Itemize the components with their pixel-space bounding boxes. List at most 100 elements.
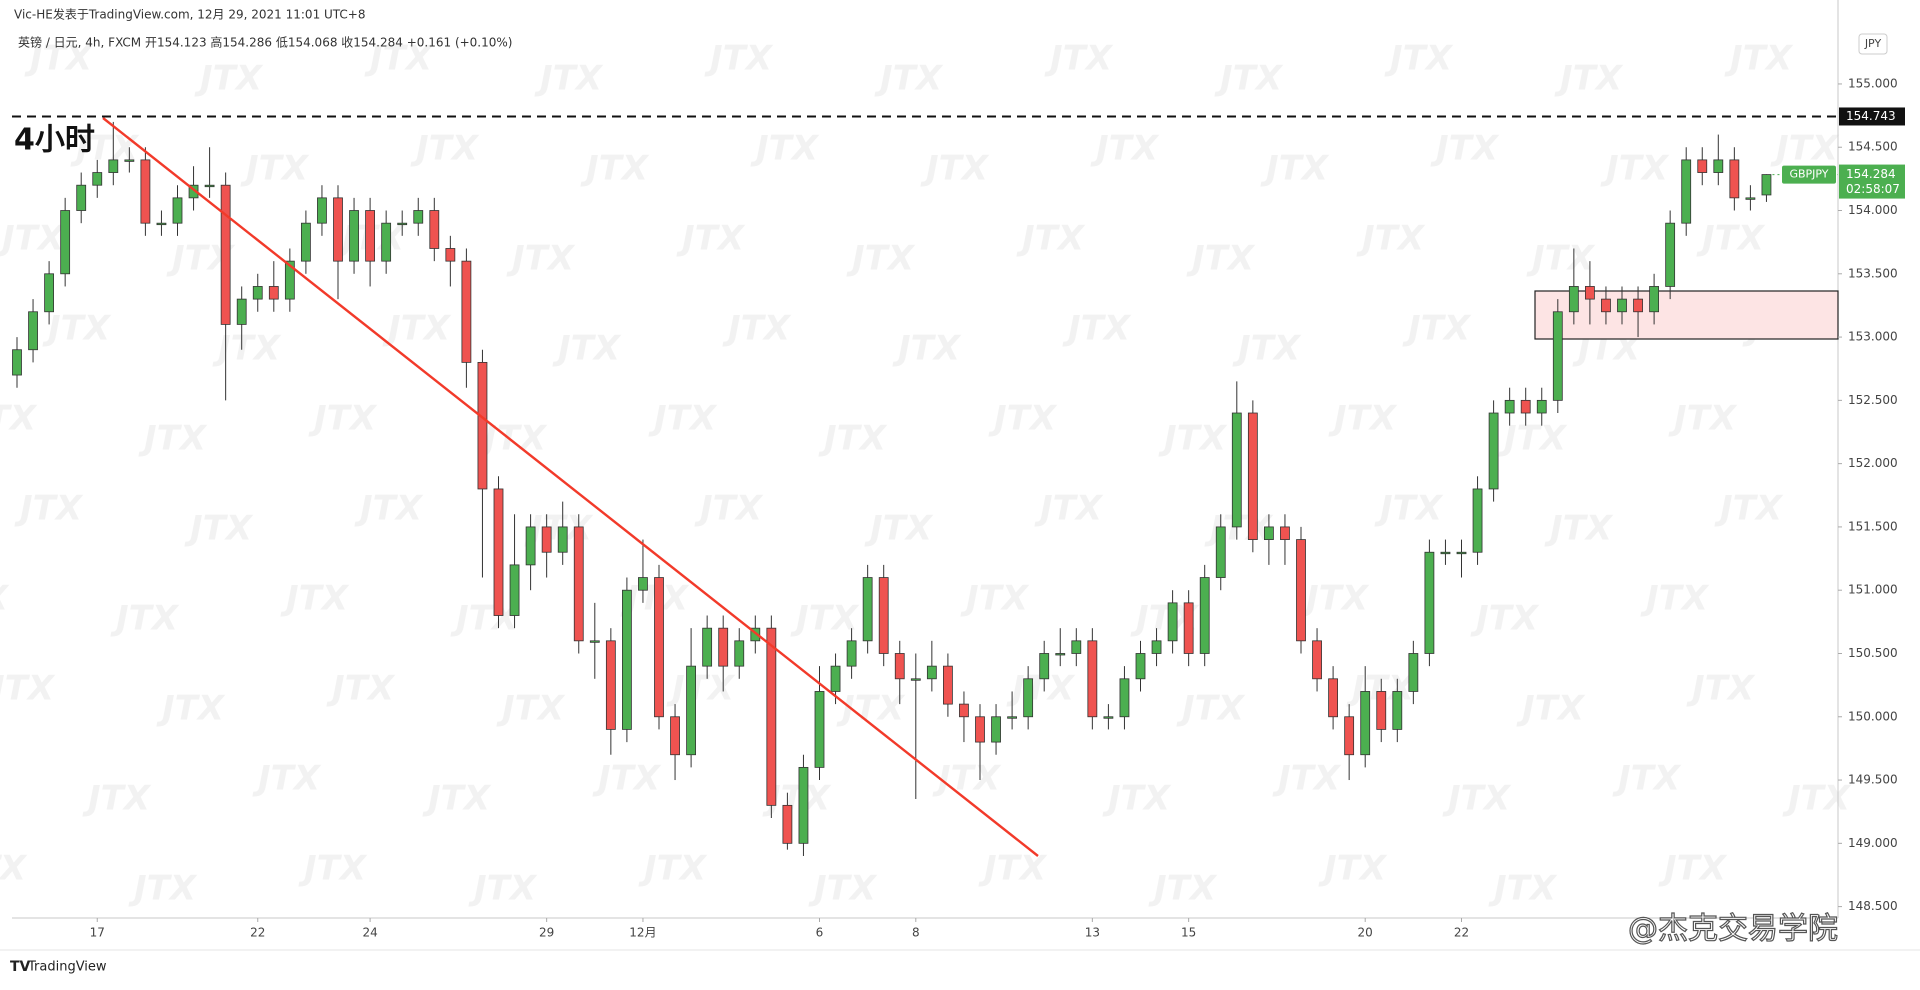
candle-body: [702, 627, 713, 667]
watermark: JTX: [184, 509, 254, 549]
x-tick-label: 6: [816, 926, 824, 940]
candle-body: [397, 222, 408, 226]
supply-zone: [1534, 290, 1839, 340]
watermark: JTX: [960, 579, 1030, 619]
watermark: JTX: [1430, 129, 1500, 169]
watermark: JTX: [1186, 239, 1256, 279]
watermark: JTX: [864, 509, 934, 549]
watermark: JTX: [326, 669, 396, 709]
header: Vic-HE发表于TradingView.com, 12月 29, 2021 1…: [14, 7, 366, 22]
watermark: JTX: [468, 869, 538, 909]
y-tick-label: 149.000: [1848, 836, 1898, 850]
candle-body: [429, 210, 440, 249]
watermark: JTX: [110, 599, 180, 639]
candle-body: [1360, 691, 1371, 756]
watermark: JTX: [932, 759, 1002, 799]
candle-body: [92, 172, 103, 186]
watermark: JTX: [892, 329, 962, 369]
candle-body: [1103, 716, 1114, 719]
candle-body: [830, 665, 841, 692]
logo-text: TradingView: [27, 960, 107, 975]
candle-body: [284, 260, 295, 300]
candle-body: [1167, 602, 1178, 642]
watermark: JTX: [638, 849, 708, 889]
watermark: JTX: [1696, 219, 1766, 259]
candle-body: [1456, 551, 1467, 555]
candle-body: [1488, 412, 1499, 490]
candle-body: [1376, 691, 1387, 730]
candle-body: [108, 159, 119, 173]
watermark: JTX: [666, 669, 736, 709]
watermark: JTX: [1782, 779, 1852, 819]
candle-body: [1328, 678, 1338, 718]
candle-body: [878, 577, 889, 654]
candle-body: [1761, 174, 1772, 196]
candle-body: [1520, 399, 1531, 414]
currency-label[interactable]: JPY: [1864, 37, 1882, 50]
watermark: JTX: [722, 309, 792, 349]
candle-body: [1264, 526, 1274, 540]
candle-body: [381, 222, 392, 262]
candle-body: [894, 653, 905, 680]
candle-body: [1071, 640, 1082, 654]
watermark: JTX: [1488, 869, 1558, 909]
candle-body: [76, 184, 87, 211]
watermark: JTX: [808, 869, 878, 909]
watermark: JTX: [750, 129, 820, 169]
candle-body: [1408, 653, 1419, 692]
candle-body: [1552, 311, 1563, 401]
symbol-legend: 英镑 / 日元, 4h, FXCM 开154.123 高154.286 低154…: [18, 35, 512, 50]
candle-body: [317, 197, 327, 224]
watermark: JTX: [364, 39, 434, 79]
watermark: JTX: [580, 149, 650, 189]
timeframe-note: 4小时: [14, 123, 95, 158]
watermark: JTX: [156, 689, 226, 729]
x-tick-label: 13: [1085, 926, 1100, 940]
candle-body: [220, 184, 231, 325]
candle-body: [846, 640, 857, 667]
candle-body: [1424, 551, 1435, 654]
y-tick-label: 152.500: [1848, 393, 1898, 407]
watermark: JTX: [298, 849, 368, 889]
watermark: JTX: [1470, 599, 1540, 639]
watermark: JTX: [410, 129, 480, 169]
candle-body: [124, 159, 135, 162]
candle-body: [1601, 298, 1611, 313]
candle-body: [943, 665, 953, 705]
candle-body: [1649, 286, 1659, 313]
logo-icon: TV: [10, 959, 31, 975]
candle-body: [365, 210, 376, 262]
currency-button[interactable]: [1858, 33, 1888, 55]
candle-body: [1729, 159, 1740, 199]
candle-body: [975, 716, 985, 743]
candle-body: [1713, 159, 1724, 173]
y-tick-label: 155.000: [1848, 76, 1898, 90]
watermark: JTX: [1090, 129, 1160, 169]
candle-body: [140, 159, 151, 224]
candle-body: [1231, 412, 1242, 528]
candle-body: [1055, 653, 1066, 656]
watermark: JTX: [14, 489, 84, 529]
candle-body: [1215, 526, 1226, 578]
watermark: JTX: [818, 419, 888, 459]
candle-body: [638, 577, 648, 591]
candle-body: [1007, 716, 1017, 719]
watermark: JTX: [128, 869, 198, 909]
candle-body: [557, 526, 568, 553]
watermark: JTX: [1300, 579, 1370, 619]
candle-body: [1472, 488, 1483, 553]
candle-body: [413, 210, 424, 224]
watermarks: JTX JTX JTX JTX JTX JTX JTX JTX JTX JTX JTX JTX JTX J…: [0, 39, 1852, 909]
candle-body: [1087, 640, 1098, 718]
watermark: JTX: [252, 759, 322, 799]
watermark: JTX: [676, 219, 746, 259]
candle-body: [1665, 222, 1676, 287]
x-tick-label: 8: [912, 926, 920, 940]
watermark: JTX: [354, 489, 424, 529]
y-tick-label: 150.000: [1848, 709, 1898, 723]
candle-body: [333, 197, 343, 262]
watermark: JTX: [694, 489, 764, 529]
candle-body: [44, 273, 54, 313]
x-tick-label: 29: [539, 926, 554, 940]
watermark: JTX: [1356, 219, 1426, 259]
